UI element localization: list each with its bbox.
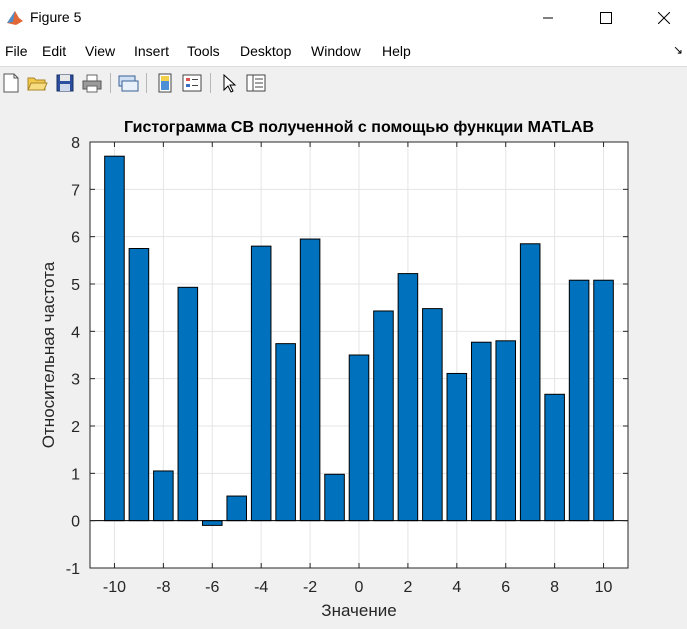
matlab-logo-icon	[7, 11, 23, 25]
y-tick-label: 8	[71, 135, 80, 152]
histogram-bar	[324, 473, 345, 522]
insert-legend-icon[interactable]	[181, 72, 203, 94]
menu-insert[interactable]: Insert	[134, 43, 170, 59]
menu-bar: File Edit View Insert Tools Desktop Wind…	[0, 36, 687, 66]
x-tick-label: -4	[254, 579, 268, 596]
bar-series	[104, 155, 614, 526]
menu-file[interactable]: File	[5, 43, 28, 59]
title-bar: Figure 5	[0, 0, 687, 36]
x-tick-label: 10	[595, 579, 613, 596]
link-plot-icon[interactable]	[117, 72, 139, 94]
histogram-bar	[544, 393, 565, 522]
minimize-icon	[543, 17, 553, 19]
x-tick-label: -8	[156, 579, 170, 596]
minimize-button[interactable]	[525, 0, 571, 36]
menu-help[interactable]: Help	[382, 43, 411, 59]
histogram-bar	[201, 520, 223, 526]
y-tick-label: 2	[71, 419, 80, 436]
histogram-bar	[226, 495, 248, 522]
menu-tools[interactable]: Tools	[187, 43, 220, 59]
toolbar-separator	[110, 73, 111, 93]
toolbar	[0, 66, 687, 100]
x-tick-label: -6	[205, 579, 219, 596]
histogram-bar	[177, 286, 199, 522]
menu-desktop[interactable]: Desktop	[240, 43, 292, 59]
histogram-bar	[397, 273, 419, 522]
y-tick-labels: -1 0 1 2 3 4 5 6 7 8	[66, 135, 628, 578]
insert-colorbar-icon[interactable]	[154, 72, 176, 94]
maximize-button[interactable]	[583, 0, 629, 36]
histogram-bar	[519, 243, 541, 522]
histogram-bar	[128, 248, 150, 522]
histogram-bar	[299, 238, 321, 522]
y-tick-label: 5	[71, 277, 80, 294]
x-tick-label: 6	[501, 579, 510, 596]
x-tick-label: 0	[355, 579, 364, 596]
property-editor-icon[interactable]	[245, 72, 267, 94]
histogram-bar	[470, 341, 492, 522]
x-tick-label: -10	[103, 579, 126, 596]
edit-plot-icon[interactable]	[218, 72, 240, 94]
window-title: Figure 5	[30, 9, 82, 25]
histogram-bar	[593, 279, 614, 522]
menu-edit[interactable]: Edit	[42, 43, 67, 59]
new-figure-icon[interactable]	[0, 72, 22, 94]
close-button[interactable]	[641, 0, 687, 36]
y-tick-label: 7	[71, 182, 80, 199]
menu-window[interactable]: Window	[311, 43, 361, 59]
dock-arrow-icon[interactable]: ↘	[672, 43, 683, 57]
figure-canvas: -10 -8 -6 -4 -2 0 2 4 6 8 10 -1 0 1 2 3 4 5 6 7 8 Гистограм…	[0, 99, 687, 624]
histogram-bar	[373, 310, 394, 522]
histogram-bar	[250, 245, 272, 522]
y-tick-label: 3	[71, 372, 80, 389]
histogram-bar	[348, 354, 370, 522]
print-icon[interactable]	[81, 72, 103, 94]
y-tick-label: -1	[66, 561, 80, 578]
x-axis-label: Значение	[321, 601, 396, 620]
histogram-bar	[153, 470, 174, 522]
x-tick-labels: -10 -8 -6 -4 -2 0 2 4 6 8 10	[103, 142, 613, 596]
close-icon	[658, 12, 670, 24]
histogram-bar	[275, 343, 296, 522]
chart-title: Гистограмма СВ полученной с помощью функ…	[124, 119, 594, 136]
open-file-icon[interactable]	[26, 72, 48, 94]
y-tick-label: 0	[71, 514, 80, 531]
histogram-bar	[446, 372, 468, 522]
toolbar-separator	[146, 73, 147, 93]
histogram-bar	[495, 340, 517, 522]
y-tick-label: 1	[71, 466, 80, 483]
save-icon[interactable]	[54, 72, 76, 94]
x-tick-label: 8	[550, 579, 559, 596]
x-tick-label: 4	[452, 579, 461, 596]
menu-view[interactable]: View	[85, 43, 116, 59]
maximize-icon	[600, 12, 612, 24]
y-tick-label: 6	[71, 230, 80, 247]
y-tick-label: 4	[71, 324, 80, 341]
histogram-bar	[104, 155, 125, 522]
toolbar-separator	[210, 73, 211, 93]
x-tick-label: 2	[403, 579, 412, 596]
y-axis-label: Относительная частота	[39, 261, 58, 448]
histogram-bar	[422, 308, 443, 522]
histogram-bar	[568, 279, 590, 522]
x-tick-label: -2	[303, 579, 317, 596]
